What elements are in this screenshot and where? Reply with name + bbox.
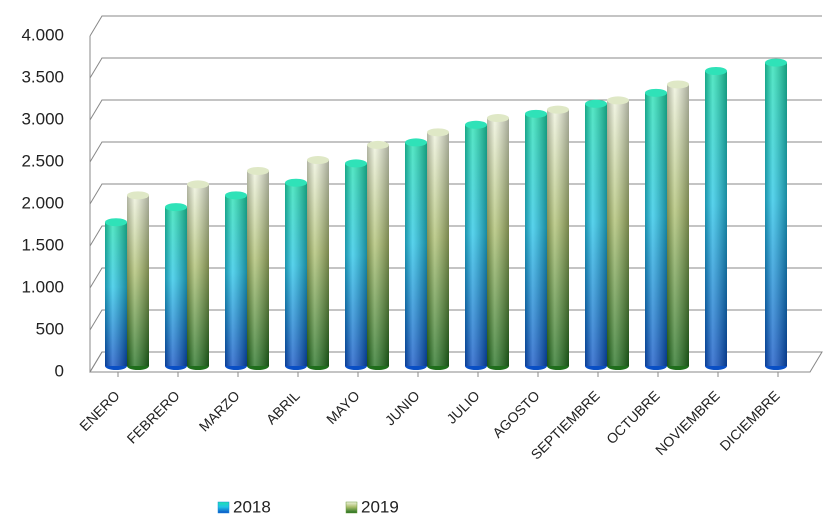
- x-tick-label: JULIO: [443, 387, 482, 426]
- bar-shade: [105, 222, 127, 366]
- bar-shade: [127, 195, 149, 366]
- bar-top: [127, 191, 149, 200]
- bar-shade: [427, 132, 449, 366]
- y-tick-label: 0: [55, 361, 64, 380]
- bar-top: [765, 58, 787, 67]
- bar-top: [667, 80, 689, 89]
- bar-top: [307, 156, 329, 165]
- bar-shade: [405, 142, 427, 366]
- y-tick-label: 1.000: [21, 277, 64, 296]
- y-tick-label: 2.500: [21, 151, 64, 170]
- bar-top: [547, 105, 569, 114]
- bar-shade: [487, 118, 509, 366]
- grid-line: [89, 309, 822, 331]
- grid-line: [89, 351, 822, 373]
- bar-top: [645, 88, 667, 97]
- bar-top: [367, 140, 389, 149]
- bar-shade: [187, 184, 209, 366]
- bar-shade: [645, 92, 667, 366]
- grid-line: [89, 141, 822, 163]
- x-tick-label: AGOSTO: [489, 387, 543, 441]
- bar-top: [345, 159, 367, 168]
- bar-shade: [765, 62, 787, 366]
- y-tick-label: 500: [36, 319, 64, 338]
- bar-shade: [367, 144, 389, 366]
- x-tick-label: MARZO: [196, 387, 243, 434]
- x-tick-label: ABRIL: [263, 387, 303, 427]
- x-tick-label: ENERO: [76, 387, 123, 434]
- bar-shade: [225, 195, 247, 366]
- grid-line: [89, 225, 822, 247]
- y-tick-label: 4.000: [21, 25, 64, 44]
- x-tick-label: FEBRERO: [124, 387, 183, 446]
- legend-label: 2019: [361, 497, 399, 516]
- bar-top: [105, 218, 127, 227]
- bar-top: [607, 96, 629, 105]
- legend-swatch: [345, 501, 358, 514]
- bar-top: [165, 203, 187, 212]
- bar-shade: [307, 160, 329, 366]
- grid-line: [89, 57, 822, 79]
- legend-label: 2018: [233, 497, 271, 516]
- y-tick-label: 2.000: [21, 193, 64, 212]
- bar-shade: [547, 109, 569, 366]
- bar-top: [187, 180, 209, 189]
- bar-top: [465, 120, 487, 129]
- bar-top: [427, 128, 449, 137]
- bar-shade: [525, 113, 547, 366]
- legend-swatch: [217, 501, 230, 514]
- bar-top: [705, 67, 727, 75]
- x-tick-label: MAYO: [323, 387, 363, 427]
- bar-shade: [705, 71, 727, 366]
- bar-top: [487, 114, 509, 123]
- grid-line: [89, 15, 822, 37]
- grid-line: [89, 183, 822, 205]
- bar-shade: [247, 170, 269, 366]
- y-tick-label: 3.000: [21, 109, 64, 128]
- bar-top: [405, 138, 427, 147]
- y-tick-label: 1.500: [21, 235, 64, 254]
- bar-top: [247, 166, 269, 175]
- x-tick-label: NOVIEMBRE: [652, 387, 723, 458]
- bar-shade: [607, 100, 629, 367]
- y-tick-label: 3.500: [21, 67, 64, 86]
- bar-shade: [345, 163, 367, 366]
- grid-line: [89, 99, 822, 121]
- bar-shade: [165, 207, 187, 366]
- bar-shade: [465, 124, 487, 366]
- x-tick-label: DICIEMBRE: [716, 387, 782, 453]
- bar-top: [585, 99, 607, 108]
- bar-top: [225, 191, 247, 200]
- x-tick-label: JUNIO: [382, 387, 423, 428]
- bar-shade: [285, 182, 307, 366]
- bar-top: [525, 109, 547, 118]
- x-tick-label: OCTUBRE: [603, 387, 663, 447]
- bar-shade: [585, 103, 607, 366]
- bar-shade: [667, 84, 689, 366]
- bar-top: [285, 178, 307, 187]
- grid-line: [89, 267, 822, 289]
